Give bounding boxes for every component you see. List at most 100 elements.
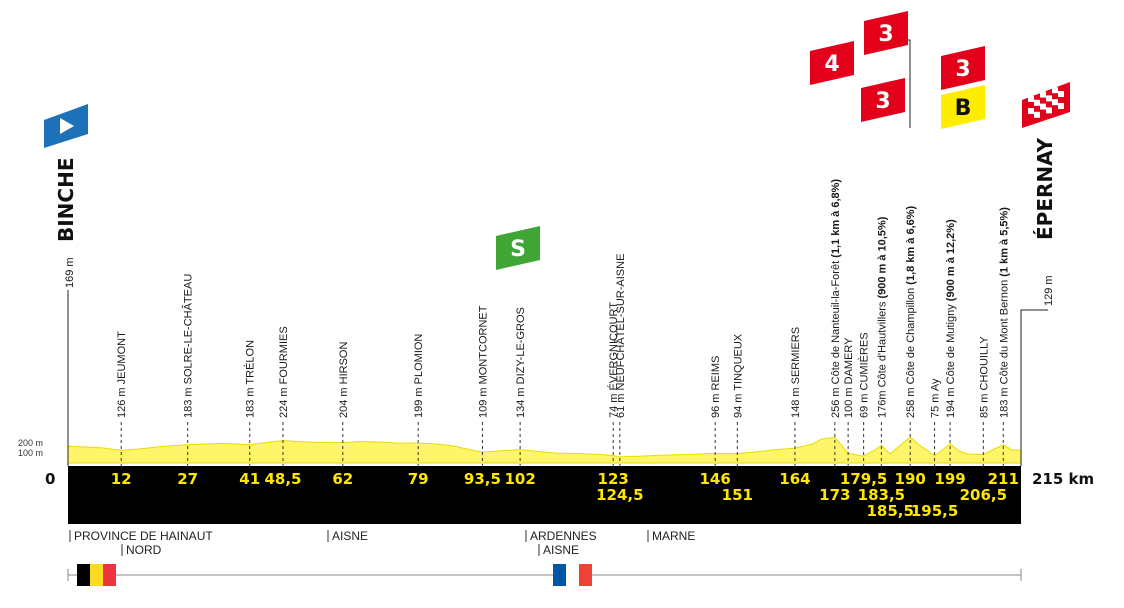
waypoint-label: 69 m CUMIÈRES bbox=[858, 332, 871, 418]
start-altitude: 169 m bbox=[64, 257, 76, 288]
waypoint-alt: 183 m bbox=[245, 385, 257, 418]
waypoint-label: 94 m TINQUEUX bbox=[732, 333, 744, 418]
finish-flag-check bbox=[1028, 108, 1034, 114]
sprint-badge-bg bbox=[496, 226, 540, 270]
waypoint-alt: 183 m bbox=[183, 384, 195, 418]
waypoint-name: Côte du Mont Bernon bbox=[998, 280, 1010, 385]
waypoint-label: 258 m Côte de Champillon (1,8 km à 6,6%) bbox=[905, 205, 917, 418]
waypoint-climb-detail: (900 m à 12,2%) bbox=[945, 219, 957, 304]
waypoint-name: TINQUEUX bbox=[732, 333, 744, 391]
waypoint-label: 74 m ÉVERGNICOURT bbox=[607, 302, 620, 418]
sprint-badge: S bbox=[496, 226, 540, 270]
waypoint-alt: 100 m bbox=[843, 384, 855, 418]
waypoint-climb-detail: (900 m à 10,5%) bbox=[876, 216, 888, 301]
waypoint-alt: 258 m bbox=[905, 384, 917, 418]
waypoint-alt: 204 m bbox=[338, 384, 350, 418]
elev-tick-200: 200 m bbox=[18, 438, 43, 448]
climb-cat-3-badge-label: 3 bbox=[875, 89, 890, 114]
sprint-badge-label: S bbox=[510, 237, 526, 262]
waypoint-alt: 74 m bbox=[608, 390, 620, 418]
axis-end-label: 215 km bbox=[1032, 470, 1094, 488]
finish-flag-check bbox=[1034, 111, 1040, 118]
distance-band-rect bbox=[68, 466, 1021, 524]
waypoint-label: 204 m HIRSON bbox=[338, 342, 350, 418]
region-label: ARDENNES bbox=[530, 529, 597, 543]
waypoint-alt: 94 m bbox=[732, 391, 744, 418]
waypoint-name: REIMS bbox=[710, 356, 722, 391]
region-label: PROVINCE DE HAINAUT bbox=[74, 529, 213, 543]
km-label: 12 bbox=[111, 470, 132, 488]
waypoint-name: MONTCORNET bbox=[477, 305, 489, 384]
badges: 4 3 3 3 B S bbox=[496, 11, 985, 270]
finish-flag-check bbox=[1034, 99, 1040, 106]
km-label: 79 bbox=[408, 470, 429, 488]
climb-cat-3-badge-bg bbox=[941, 46, 985, 90]
climb-cat-4-badge-label: 4 bbox=[824, 52, 839, 77]
waypoint-name: ÉVERGNICOURT bbox=[607, 302, 620, 391]
waypoint-climb-detail: (1,1 km à 6,8%) bbox=[830, 179, 842, 261]
waypoint-name: SOLRE-LE-CHÂTEAU bbox=[182, 274, 195, 385]
finish-flag-check bbox=[1058, 103, 1064, 109]
waypoint-alt: 126 m bbox=[116, 384, 128, 418]
region-label: MARNE bbox=[652, 529, 695, 543]
waypoint-label: 100 m DAMERY bbox=[843, 337, 855, 418]
km-label: 211 bbox=[988, 470, 1019, 488]
elevation-area bbox=[67, 436, 1022, 464]
france-flag-icon bbox=[553, 564, 566, 586]
waypoint-alt: 256 m bbox=[830, 384, 842, 418]
waypoint-name: Ay bbox=[930, 378, 942, 391]
km-label: 164 bbox=[779, 470, 810, 488]
finish-flag-check bbox=[1046, 107, 1052, 114]
finish-flag-check bbox=[1028, 96, 1034, 102]
km-label: 102 bbox=[504, 470, 535, 488]
climb-cat-3-badge-bg bbox=[861, 78, 905, 122]
region-label: AISNE bbox=[543, 543, 579, 557]
waypoint-label: 148 m SERMIERS bbox=[790, 327, 802, 418]
waypoint-label: 224 m FOURMIES bbox=[278, 326, 290, 418]
play-icon bbox=[60, 118, 74, 134]
waypoint-name: HIRSON bbox=[338, 342, 350, 385]
waypoint-label: 183 m TRÉLON bbox=[244, 340, 257, 418]
km-label: 123 bbox=[598, 470, 629, 488]
waypoint-label: 134 m DIZY-LE-GROS bbox=[515, 307, 527, 418]
waypoint-alt: 194 m bbox=[945, 384, 957, 418]
waypoint-climb-detail: (1 km à 5,5%) bbox=[998, 207, 1010, 280]
waypoint-label: 176m Côte d'Hautvillers (900 m à 10,5%) bbox=[876, 216, 888, 418]
start-name: BINCHE bbox=[54, 157, 78, 242]
waypoint-name: Côte de Nanteuil-la-Forêt bbox=[830, 261, 842, 385]
waypoint-name: NEUFCHÂTEL-SUR-AISNE bbox=[614, 254, 627, 391]
region-label: AISNE bbox=[332, 529, 368, 543]
waypoint-label: 96 m REIMS bbox=[710, 356, 722, 418]
finish-flag-icon bbox=[1022, 82, 1070, 128]
waypoint-label: 183 m SOLRE-LE-CHÂTEAU bbox=[182, 274, 195, 418]
waypoint-name: SERMIERS bbox=[790, 327, 802, 384]
waypoint-alt: 134 m bbox=[515, 384, 527, 418]
france-flag-stripe bbox=[579, 564, 592, 586]
waypoint-climb-detail: (1,8 km à 6,6%) bbox=[905, 205, 917, 287]
finish-flag-check bbox=[1052, 87, 1058, 94]
finish-flag-check bbox=[1052, 99, 1058, 106]
waypoint-alt: 96 m bbox=[710, 390, 722, 418]
finish-flag-check bbox=[1058, 91, 1064, 97]
waypoint-alt: 109 m bbox=[477, 384, 489, 418]
km-label: 199 bbox=[934, 470, 965, 488]
waypoint-alt: 69 m bbox=[859, 390, 871, 418]
waypoint-name: Côte de Champillon bbox=[905, 288, 917, 385]
climb-cat-3-badge-label: 3 bbox=[878, 22, 893, 47]
distance-band: 0 215 km bbox=[45, 466, 1094, 524]
waypoint-alt: 148 m bbox=[790, 384, 802, 418]
elev-tick-100: 100 m bbox=[18, 448, 43, 458]
climb-cat-3-badge: 3 bbox=[861, 78, 905, 122]
waypoint-alt: 85 m bbox=[978, 390, 990, 418]
climb-cat-3-badge-bg bbox=[864, 11, 908, 55]
waypoint-alt: 75 m bbox=[930, 391, 942, 418]
waypoint-label: 126 m JEUMONT bbox=[116, 331, 128, 418]
km-label: 62 bbox=[332, 470, 353, 488]
finish-flag-check bbox=[1046, 95, 1052, 102]
waypoint-name: PLOMION bbox=[413, 334, 425, 385]
waypoint-name: CUMIÈRES bbox=[858, 332, 871, 390]
